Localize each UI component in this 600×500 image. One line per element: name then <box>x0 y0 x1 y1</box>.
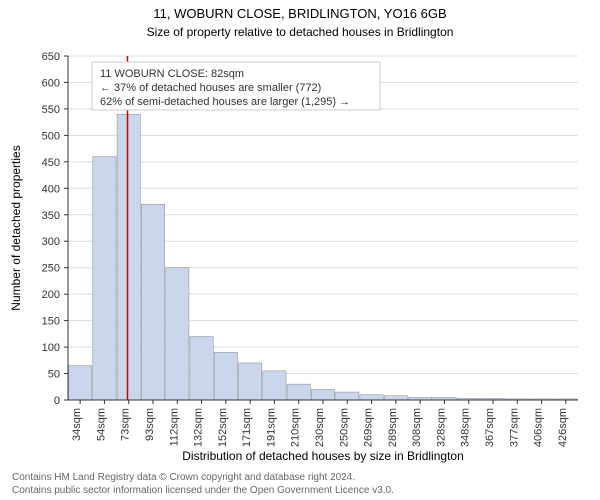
x-tick-label: 406sqm <box>533 408 545 447</box>
y-tick-label: 150 <box>42 316 60 328</box>
y-tick-label: 500 <box>42 130 60 142</box>
y-tick-label: 550 <box>42 104 60 116</box>
x-tick-label: 210sqm <box>290 408 302 447</box>
x-tick-label: 191sqm <box>265 408 277 447</box>
bar <box>311 389 334 400</box>
x-tick-label: 230sqm <box>314 408 326 447</box>
bar <box>141 204 164 400</box>
y-tick-label: 200 <box>42 289 60 301</box>
x-tick-label: 426sqm <box>557 408 569 447</box>
x-tick-label: 171sqm <box>241 408 253 447</box>
x-tick-label: 34sqm <box>71 408 83 441</box>
bar <box>93 157 116 400</box>
bar <box>190 336 213 400</box>
y-tick-label: 100 <box>42 342 60 354</box>
x-tick-label: 269sqm <box>363 408 375 447</box>
callout-line: 62% of semi-detached houses are larger (… <box>100 96 350 108</box>
callout-line: ← 37% of detached houses are smaller (77… <box>100 82 321 94</box>
bar <box>336 392 359 400</box>
chart-title: 11, WOBURN CLOSE, BRIDLINGTON, YO16 6GB <box>153 6 446 21</box>
y-tick-label: 450 <box>42 157 60 169</box>
x-tick-label: 152sqm <box>217 408 229 447</box>
x-tick-label: 348sqm <box>460 408 472 447</box>
footer-line: Contains HM Land Registry data © Crown c… <box>12 472 355 483</box>
y-tick-label: 600 <box>42 77 60 89</box>
x-tick-label: 289sqm <box>387 408 399 447</box>
y-tick-label: 350 <box>42 210 60 222</box>
footer-line: Contains public sector information licen… <box>12 485 394 496</box>
bar <box>238 363 261 400</box>
bar <box>263 371 286 400</box>
x-axis-label: Distribution of detached houses by size … <box>182 449 464 463</box>
bar <box>68 366 91 400</box>
bar <box>117 114 140 400</box>
callout-line: 11 WOBURN CLOSE: 82sqm <box>100 68 244 80</box>
x-tick-label: 367sqm <box>484 408 496 447</box>
bar <box>214 352 237 400</box>
x-tick-label: 54sqm <box>95 408 107 441</box>
chart-subtitle: Size of property relative to detached ho… <box>147 25 454 39</box>
x-tick-label: 132sqm <box>193 408 205 447</box>
bar <box>384 396 407 400</box>
y-tick-label: 650 <box>42 51 60 63</box>
y-tick-label: 300 <box>42 236 60 248</box>
y-tick-label: 0 <box>54 395 60 407</box>
x-tick-label: 250sqm <box>338 408 350 447</box>
bar <box>166 268 189 400</box>
x-tick-label: 112sqm <box>168 408 180 446</box>
y-tick-label: 250 <box>42 263 60 275</box>
x-tick-label: 328sqm <box>435 408 447 447</box>
x-tick-label: 93sqm <box>144 408 156 441</box>
bar <box>287 384 310 400</box>
y-axis-label: Number of detached properties <box>9 145 23 310</box>
bar <box>360 395 383 400</box>
x-tick-label: 377sqm <box>508 408 520 447</box>
y-tick-label: 400 <box>42 183 60 195</box>
y-tick-label: 50 <box>48 369 60 381</box>
x-tick-label: 308sqm <box>411 408 423 447</box>
x-tick-label: 73sqm <box>120 408 132 441</box>
